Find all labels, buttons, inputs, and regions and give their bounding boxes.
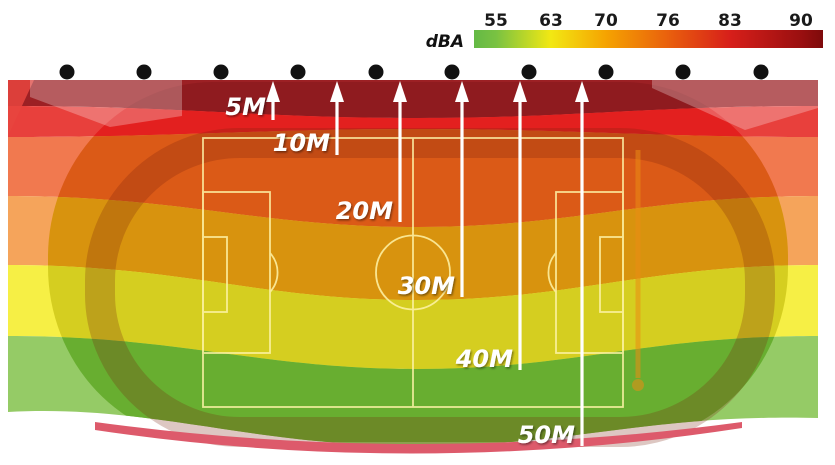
legend-tick-76: 76 [656,11,680,31]
legend-unit-label: dBA [426,32,464,52]
distance-label-30m: 30M [398,272,455,300]
dba-legend: dBA 55 63 70 76 83 90 [426,11,823,52]
distance-label-50m: 50M [518,421,575,449]
floodlight-pole [632,150,644,391]
arrow-head [393,81,407,102]
distance-labels: 5M 10M 20M 30M 40M 50M [225,93,575,449]
arrow-shafts [271,98,584,446]
penalty-arc-left [269,252,279,293]
speaker-dot [598,64,614,80]
arrow-head [575,81,589,102]
top-left-track-wedge [8,80,34,136]
legend-tick-63: 63 [539,11,563,31]
speaker-dot [368,64,384,80]
legend-tick-90: 90 [789,11,813,31]
running-track-ring [85,128,775,447]
speaker-dot [753,64,769,80]
distance-label-20m: 20M [336,197,393,225]
penalty-arc-right [547,252,557,293]
track-apron-bottom [95,422,742,454]
speaker-dot [136,64,152,80]
speaker-dot [290,64,306,80]
grandstand-top-right [652,80,818,130]
legend-tick-55: 55 [484,11,508,31]
arrow-head [513,81,527,102]
distance-label-10m: 10M [273,129,330,157]
speaker-dot [59,64,75,80]
speaker-dot [675,64,691,80]
goal-area-left [202,236,228,313]
legend-tick-70: 70 [594,11,618,31]
pitch-center-circle [375,234,451,311]
arrow-head [455,81,469,102]
arrow-head [330,81,344,102]
goal-area-right [599,236,624,313]
arrow-head [266,81,280,102]
distance-label-40m: 40M [455,345,513,373]
speaker-dot [444,64,460,80]
grandstand-top-left [30,80,182,127]
speaker-dot [213,64,229,80]
pitch-markings [202,137,624,408]
legend-gradient-bar [474,30,823,48]
arrow-heads [266,81,589,102]
speaker-dot [521,64,537,80]
speaker-row [59,64,769,80]
distance-arrows: 5M 10M 20M 30M 40M 50M [225,81,589,449]
legend-tick-83: 83 [718,11,742,31]
distance-label-5m: 5M [225,93,266,121]
